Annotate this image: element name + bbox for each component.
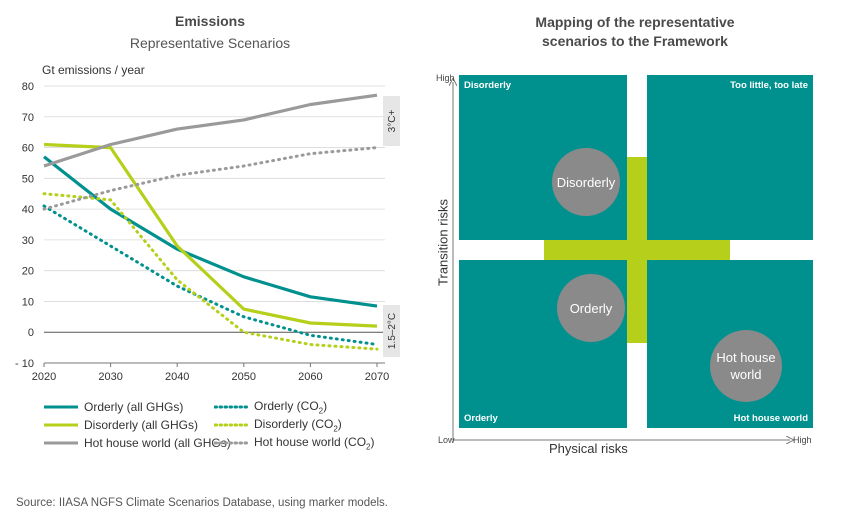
x-tick-label: 2030 bbox=[98, 371, 122, 383]
quadrant-label-disorderly: Disorderly bbox=[464, 80, 511, 91]
left-chart-title: Emissions bbox=[174, 13, 246, 29]
quadrant-axes bbox=[430, 70, 830, 460]
scenario-circle-orderly: Orderly bbox=[557, 274, 625, 342]
x-tick-label: 2020 bbox=[32, 371, 56, 383]
legend-col-1: Orderly (all GHGs) Disorderly (all GHGs)… bbox=[44, 398, 231, 452]
legend-hothouse-ghg: Hot house world (all GHGs) bbox=[44, 434, 231, 452]
band-1-5-2c-label: 1.5–2°C bbox=[387, 313, 398, 349]
y-axis-title: Transition risks bbox=[435, 199, 451, 286]
grid-layer bbox=[43, 85, 385, 367]
legend-label: Orderly (all GHGs) bbox=[84, 400, 184, 414]
source-note: Source: IIASA NGFS Climate Scenarios Dat… bbox=[16, 497, 388, 509]
series-layer bbox=[42, 93, 379, 351]
quadrant-top-right: Too little, too late bbox=[647, 75, 813, 240]
band-3c-label: 3°C+ bbox=[387, 110, 398, 133]
series-line-orderly-co2 bbox=[42, 204, 379, 346]
legend-disorderly-co2: Disorderly (CO2) bbox=[214, 416, 375, 434]
x-axis-title: Physical risks bbox=[549, 441, 628, 456]
scenario-circle-hot-house-world: Hot house world bbox=[710, 330, 782, 402]
legend-swatch-disorderly-ghg bbox=[44, 423, 78, 427]
x-tick-label: 2040 bbox=[165, 371, 189, 383]
y-tick-label: 80 bbox=[22, 81, 34, 93]
legend-swatch-hothouse-co2 bbox=[214, 441, 248, 445]
framework-cross-horizontal bbox=[544, 240, 730, 260]
right-chart-title-line1: Mapping of the representative bbox=[535, 14, 735, 30]
x-tick-label: 2060 bbox=[298, 371, 322, 383]
x-tick-label: 2050 bbox=[232, 371, 256, 383]
hot-house-line1: Hot house bbox=[716, 350, 776, 365]
hot-house-line2: world bbox=[730, 367, 762, 382]
y-tick-label: 0 bbox=[28, 327, 34, 339]
legend-label: Orderly (CO2) bbox=[254, 398, 328, 416]
right-chart-title: Mapping of the representative scenarios … bbox=[470, 13, 800, 51]
y-tick-label: 60 bbox=[22, 143, 34, 155]
legend-orderly-co2: Orderly (CO2) bbox=[214, 398, 375, 416]
band-1-5-2c bbox=[383, 305, 400, 357]
temperature-band-layer bbox=[383, 96, 400, 357]
y-tick-label: 50 bbox=[22, 173, 34, 185]
y-tick-label: 10 bbox=[22, 296, 34, 308]
legend-label: Hot house world (all GHGs) bbox=[84, 436, 231, 450]
quadrant-label-orderly: Orderly bbox=[464, 413, 498, 424]
y-tick-label: 40 bbox=[22, 204, 34, 216]
band-3c bbox=[383, 96, 400, 146]
right-chart-title-line2: scenarios to the Framework bbox=[542, 33, 728, 49]
series-line-hot-house-world-co2 bbox=[42, 146, 379, 211]
legend-swatch-disorderly-co2 bbox=[214, 423, 248, 427]
y-axis-high-label: High bbox=[436, 73, 455, 83]
series-line-disorderly-co2 bbox=[42, 192, 379, 351]
y-axis-label: Gt emissions / year bbox=[42, 63, 145, 77]
quadrant-label-hot-house-world: Hot house world bbox=[733, 413, 808, 424]
legend-swatch-orderly-ghg bbox=[44, 405, 78, 409]
quadrant-label-too-little-too-late: Too little, too late bbox=[730, 80, 808, 91]
legend-label: Disorderly (all GHGs) bbox=[84, 418, 199, 432]
legend-orderly-ghg: Orderly (all GHGs) bbox=[44, 398, 231, 416]
series-line-orderly-all-ghgs bbox=[43, 155, 378, 308]
legend-disorderly-ghg: Disorderly (all GHGs) bbox=[44, 416, 231, 434]
legend-swatch-orderly-co2 bbox=[214, 405, 248, 409]
y-tick-label: - 10 bbox=[15, 358, 34, 370]
legend-label: Hot house world (CO2) bbox=[254, 434, 375, 452]
series-line-hot-house-world-all-ghgs bbox=[43, 93, 378, 168]
x-tick-label: 2070 bbox=[365, 371, 389, 383]
x-axis-high-label: High bbox=[793, 435, 812, 445]
left-chart-subtitle: Representative Scenarios bbox=[129, 35, 291, 51]
legend-hothouse-co2: Hot house world (CO2) bbox=[214, 434, 375, 452]
scenario-circle-disorderly: Disorderly bbox=[552, 148, 620, 216]
x-axis-low-label: Low bbox=[438, 435, 455, 445]
y-tick-label: 30 bbox=[22, 235, 34, 247]
y-tick-label: 20 bbox=[22, 266, 34, 278]
legend-swatch-hothouse-ghg bbox=[44, 441, 78, 445]
legend-label: Disorderly (CO2) bbox=[254, 416, 342, 434]
legend-col-2: Orderly (CO2) Disorderly (CO2) Hot house… bbox=[214, 398, 375, 452]
y-tick-label: 70 bbox=[22, 112, 34, 124]
